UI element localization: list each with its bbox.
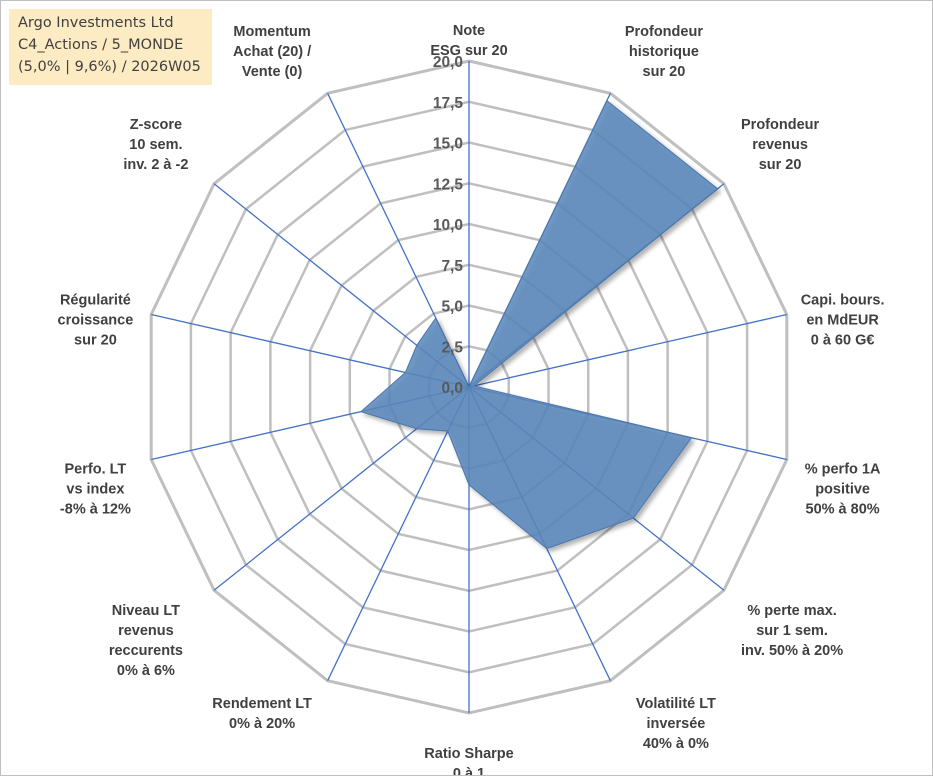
category-label-8-line-1: 0% à 20% xyxy=(229,716,295,732)
category-label-3-line-0: Capi. bours. xyxy=(801,293,885,309)
category-label-4-line-0: % perfo 1A xyxy=(805,461,881,477)
category-label-8-line-0: Rendement LT xyxy=(212,696,312,712)
category-label-6-line-1: inversée xyxy=(646,716,705,732)
category-label-5-line-1: sur 1 sem. xyxy=(756,623,828,639)
tick-label-0: 0,0 xyxy=(441,380,463,397)
category-label-0-line-0: Note xyxy=(453,23,485,39)
tick-label-1: 2,5 xyxy=(441,339,463,356)
category-label-10-line-2: -8% à 12% xyxy=(60,501,131,517)
category-label-4-line-1: positive xyxy=(815,481,870,497)
category-label-4: % perfo 1A positive 50% à 80% xyxy=(805,461,881,517)
tick-label-2: 5,0 xyxy=(441,299,463,316)
category-label-12-line-2: inv. 2 à -2 xyxy=(123,157,188,173)
category-label-3-line-1: en MdEUR xyxy=(806,313,879,329)
category-label-7-line-1: 0 à 1 xyxy=(453,766,485,775)
category-label-9-line-2: reccurents xyxy=(109,643,183,659)
category-label-8: Rendement LT 0% à 20% xyxy=(212,696,312,732)
category-label-2-line-1: revenus xyxy=(752,137,808,153)
category-label-1: Profondeur historique sur 20 xyxy=(625,24,703,80)
category-label-10: Perfo. LT vs index -8% à 12% xyxy=(60,461,131,517)
category-label-5-line-2: inv. 50% à 20% xyxy=(741,643,843,659)
info-box: Argo Investments Ltd C4_Actions / 5_MOND… xyxy=(9,9,212,85)
radial-tick-labels: 0,0 2,5 5,0 7,5 10,0 12,5 15,0 17,5 20,0 xyxy=(433,54,464,397)
category-label-2: Profondeur revenus sur 20 xyxy=(741,117,819,173)
category-label-11-line-2: sur 20 xyxy=(74,333,117,349)
category-label-11: Régularité croissance sur 20 xyxy=(58,293,134,349)
category-label-9: Niveau LT revenus reccurents 0% à 6% xyxy=(109,603,183,679)
category-label-5-line-0: % perte max. xyxy=(747,603,836,619)
score-week: (5,0% | 9,6%) / 2026W05 xyxy=(18,59,201,75)
category-labels: Note ESG sur 20 Profondeur historique sur 20… xyxy=(58,23,885,775)
category-label-12: Z-score 10 sem. inv. 2 à -2 xyxy=(123,117,188,173)
category-label-3-line-2: 0 à 60 G€ xyxy=(811,333,875,349)
category-label-6: Volatilité LT inversée 40% à 0% xyxy=(636,696,716,752)
category-label-5: % perte max. sur 1 sem. inv. 50% à 20% xyxy=(741,603,843,659)
category-label-6-line-0: Volatilité LT xyxy=(636,696,716,712)
category-label-13-line-1: Achat (20) / xyxy=(233,44,311,60)
series-area-0 xyxy=(359,99,719,550)
category-label-13: Momentum Achat (20) / Vente (0) xyxy=(233,24,311,80)
company-name: Argo Investments Ltd xyxy=(18,15,174,31)
category-label-10-line-1: vs index xyxy=(66,481,124,497)
tick-label-8: 20,0 xyxy=(433,54,463,71)
category-label-3: Capi. bours. en MdEUR 0 à 60 G€ xyxy=(801,293,885,349)
spoke-8 xyxy=(327,386,470,681)
category-label-1-line-0: Profondeur xyxy=(625,24,703,40)
radar-series xyxy=(359,99,719,550)
tick-label-7: 17,5 xyxy=(433,95,464,112)
category-label-11-line-0: Régularité xyxy=(60,293,131,309)
category-label-0: Note ESG sur 20 xyxy=(430,23,507,59)
category-label-1-line-1: historique xyxy=(629,44,699,60)
portfolio-category: C4_Actions / 5_MONDE xyxy=(18,37,184,53)
tick-label-5: 12,5 xyxy=(433,176,464,193)
category-label-6-line-2: 40% à 0% xyxy=(643,736,709,752)
category-label-2-line-2: sur 20 xyxy=(759,157,802,173)
category-label-10-line-0: Perfo. LT xyxy=(65,461,127,477)
category-label-13-line-0: Momentum xyxy=(233,24,310,40)
category-label-11-line-1: croissance xyxy=(58,313,134,329)
category-label-1-line-2: sur 20 xyxy=(643,64,686,80)
tick-label-6: 15,0 xyxy=(433,136,463,153)
category-label-12-line-1: 10 sem. xyxy=(129,137,182,153)
category-label-2-line-0: Profondeur xyxy=(741,117,819,133)
category-label-7-line-0: Ratio Sharpe xyxy=(424,746,513,762)
category-label-9-line-3: 0% à 6% xyxy=(117,663,175,679)
category-label-9-line-1: revenus xyxy=(118,623,174,639)
category-label-13-line-2: Vente (0) xyxy=(242,64,303,80)
category-label-12-line-0: Z-score xyxy=(130,117,182,133)
spoke-3 xyxy=(468,313,787,388)
tick-label-3: 7,5 xyxy=(441,258,463,275)
tick-label-4: 10,0 xyxy=(433,217,463,234)
category-label-0-line-1: ESG sur 20 xyxy=(430,43,507,59)
category-label-4-line-2: 50% à 80% xyxy=(806,501,880,517)
category-label-9-line-0: Niveau LT xyxy=(112,603,180,619)
category-label-7: Ratio Sharpe 0 à 1 xyxy=(424,746,513,775)
